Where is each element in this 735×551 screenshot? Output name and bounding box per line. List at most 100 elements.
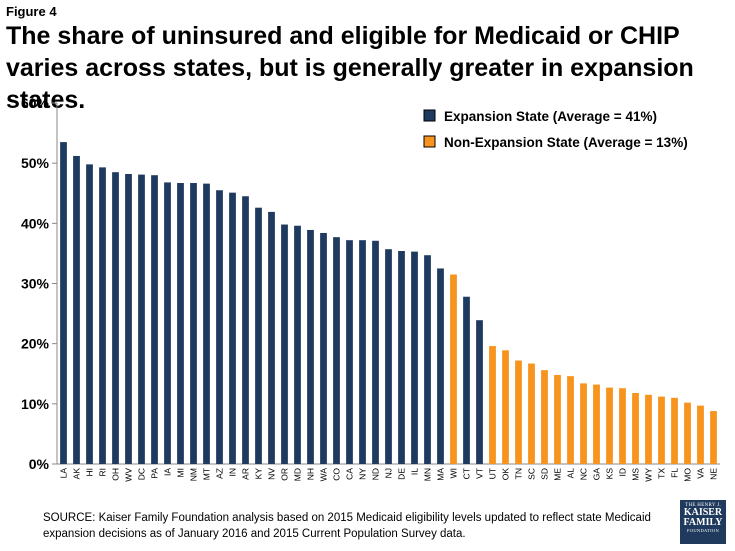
x-tick-label: UT <box>488 468 498 479</box>
x-tick-label: MA <box>436 468 446 481</box>
x-tick-label: AZ <box>215 468 225 479</box>
bar-ny <box>359 240 366 464</box>
x-tick-label: IA <box>163 468 173 476</box>
y-tick-label: 0% <box>29 456 50 472</box>
bar-co <box>333 237 340 464</box>
x-tick-label: NH <box>306 468 316 480</box>
x-tick-label: ID <box>618 468 628 477</box>
bar-la <box>60 142 67 464</box>
x-tick-label: KY <box>254 468 264 480</box>
bar-mi <box>177 183 184 464</box>
bar-de <box>398 251 405 464</box>
x-tick-label: DE <box>397 468 407 480</box>
bar-chart: 0% 10% 20% 30% 40% 50% 60% LA AK HI RI OH WV DC PA IA MI… <box>21 95 720 482</box>
y-tick-label: 20% <box>21 336 50 352</box>
x-tick-label: NC <box>579 468 589 480</box>
bar-nv <box>268 211 275 464</box>
x-tick-label: TX <box>657 468 667 479</box>
bar-oh <box>112 172 119 465</box>
x-tick-label: MI <box>176 468 186 477</box>
x-tick-label: AK <box>72 468 82 480</box>
bar-wv <box>125 173 132 464</box>
x-tick-label: ME <box>553 468 563 481</box>
x-tick-label: RI <box>98 468 108 477</box>
x-tick-label: IL <box>410 468 420 475</box>
x-tick-label: MD <box>293 468 303 481</box>
x-tick-label: TN <box>514 468 524 479</box>
x-tick-label: MN <box>423 468 433 481</box>
x-tick-label: WA <box>319 468 329 482</box>
bar-nm <box>190 183 197 464</box>
bar-wy <box>645 394 652 464</box>
bar-nj <box>385 249 392 464</box>
bar-ia <box>164 182 171 465</box>
bar-sd <box>541 370 548 464</box>
x-tick-label: FL <box>670 468 680 478</box>
bar-md <box>294 225 301 464</box>
x-tick-label: NV <box>267 468 277 480</box>
x-tick-label: CT <box>462 468 472 479</box>
chart-title: The share of uninsured and eligible for … <box>6 22 694 114</box>
x-tick-label: DC <box>137 468 147 480</box>
bar-dc <box>138 174 145 464</box>
x-tick-label: MS <box>631 468 641 481</box>
x-tick-label: MO <box>683 468 693 482</box>
bar-az <box>216 190 223 464</box>
bar-tx <box>658 396 665 464</box>
bar-ne <box>710 411 717 464</box>
figure-label: Figure 4 <box>6 4 57 19</box>
bar-or <box>281 224 288 464</box>
bar-mo <box>684 402 691 464</box>
x-tick-label: NJ <box>384 468 394 478</box>
bar-nc <box>580 383 587 464</box>
bar-me <box>554 374 561 464</box>
legend-label: Non-Expansion State (Average = 13%) <box>444 135 688 150</box>
x-tick-label: CO <box>332 468 342 481</box>
bar-ut <box>489 346 496 464</box>
bar-ak <box>73 155 80 465</box>
y-tick-label: 10% <box>21 396 50 412</box>
source-note: SOURCE: Kaiser Family Foundation analysi… <box>43 512 651 540</box>
x-tick-label: SD <box>540 468 550 480</box>
x-tick-label: AR <box>241 468 251 480</box>
bar-id <box>619 388 626 464</box>
x-tick-label: WI <box>449 468 459 478</box>
bar-ok <box>502 350 509 464</box>
x-tick-label: OR <box>280 468 290 481</box>
bar-pa <box>151 175 158 464</box>
x-tick-label: CA <box>345 468 355 480</box>
bar-mn <box>424 255 431 464</box>
x-tick-label: NY <box>358 468 368 480</box>
bar-il <box>411 251 418 464</box>
x-tick-label: LA <box>59 468 69 479</box>
y-tick-label: 50% <box>21 155 50 171</box>
kff-logo: THE HENRY J. KAISER FAMILY FOUNDATION <box>680 500 726 544</box>
bar-ky <box>255 207 262 464</box>
x-tick-label: IN <box>228 468 238 477</box>
bar-wa <box>320 232 327 464</box>
x-tick-label: VT <box>475 468 485 479</box>
x-tick-label: MT <box>202 468 212 480</box>
bar-ri <box>99 167 106 464</box>
x-tick-label: KS <box>605 468 615 480</box>
bar-fl <box>671 397 678 464</box>
bar-ma <box>437 268 444 464</box>
x-tick-label: HI <box>85 468 95 477</box>
bar-al <box>567 376 574 464</box>
bar-ms <box>632 393 639 464</box>
x-tick-label: AL <box>566 468 576 479</box>
bar-mt <box>203 183 210 464</box>
bar-ar <box>242 196 249 464</box>
bar-ca <box>346 240 353 464</box>
x-tick-label: PA <box>150 468 160 479</box>
x-tick-label: ND <box>371 468 381 480</box>
bar-tn <box>515 360 522 464</box>
bar-in <box>229 192 236 465</box>
bar-va <box>697 405 704 464</box>
x-tick-label: WY <box>644 468 654 482</box>
y-tick-label: 30% <box>21 276 50 292</box>
bar-nd <box>372 240 379 464</box>
bar-sc <box>528 363 535 464</box>
bar-hi <box>86 164 93 464</box>
bar-vt <box>476 320 483 464</box>
